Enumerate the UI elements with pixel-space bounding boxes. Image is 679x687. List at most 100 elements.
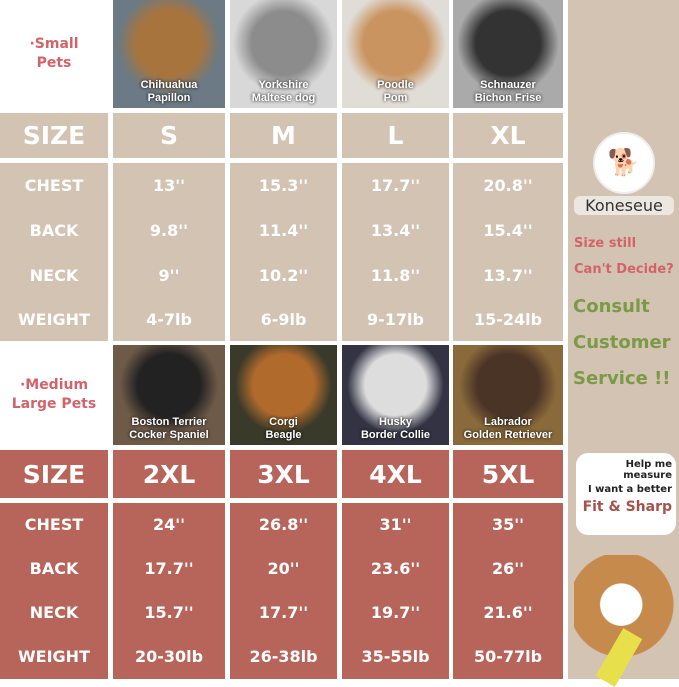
measurement-label: CHEST [24, 176, 84, 195]
breed-name-1: Schnauzer [480, 79, 536, 91]
bubble-line-2: I want a better [587, 484, 672, 495]
measurement-value: 26-38lb [249, 647, 318, 666]
size-header: L [342, 113, 449, 158]
breed-name-2: Border Collie [360, 429, 431, 441]
measurement-value: 15.3'' [258, 176, 309, 195]
size-header: 2XL [113, 450, 225, 498]
size-label: SIZE [0, 113, 108, 158]
breed-name-1: Boston Terrier [131, 416, 207, 428]
measurement-value: 50-77lb [473, 647, 543, 666]
breed-name-2: Papillon [147, 92, 191, 104]
size-label: SIZE [0, 450, 108, 498]
brand-logo: 🐕 [593, 132, 655, 194]
column-block [230, 503, 337, 679]
column-block [453, 503, 563, 679]
measurement-value: 17.7'' [144, 558, 194, 578]
measurement-value: 13.4'' [370, 221, 421, 240]
breed-photo: Yorkshire Maltese dog [230, 0, 337, 108]
consult-line-1: Consult [573, 296, 650, 317]
measurement-value: 10.2'' [258, 266, 309, 285]
breed-name-2: Pom [383, 92, 408, 104]
measurement-value: 11.4'' [258, 221, 309, 240]
measurement-value: 11.8'' [370, 266, 421, 285]
measurement-value: 20-30lb [134, 647, 204, 666]
divider [0, 500, 563, 502]
measurement-value: 4-7lb [146, 310, 192, 329]
measurement-label: WEIGHT [18, 310, 90, 329]
size-header: M [230, 113, 337, 158]
measurement-value: 15-24lb [473, 310, 543, 329]
measurement-label: NECK [29, 602, 79, 622]
measurement-label: BACK [29, 558, 79, 578]
measurement-value: 31'' [379, 515, 412, 534]
measurement-label: BACK [29, 221, 79, 240]
divider [0, 160, 563, 162]
measurement-value: 9-17lb [367, 310, 424, 329]
measurement-value: 9'' [158, 266, 180, 285]
breed-name-1: Chihuahua [140, 79, 198, 91]
breed-name-2: Maltese dog [251, 92, 316, 104]
bubble-line-1: Help me measure [623, 459, 672, 481]
column-block [342, 163, 449, 341]
measurement-value: 17.7'' [258, 602, 309, 622]
sidebar: 🐕 Koneseue Size still Can't Decide? Cons… [568, 0, 679, 687]
breed-name-1: Labrador [484, 416, 532, 428]
measurement-value: 17.7'' [370, 176, 421, 195]
question-line-2: Can't Decide? [574, 262, 674, 277]
breed-name-1: Poodle [377, 79, 414, 91]
measurement-value: 20'' [267, 558, 300, 578]
consult-line-3: Service !! [573, 368, 671, 389]
breed-name-2: Cocker Spaniel [129, 429, 209, 441]
column-block [113, 503, 225, 679]
size-header: 3XL [230, 450, 337, 498]
measurement-value: 13.7'' [483, 266, 533, 285]
measurement-value: 15.4'' [483, 221, 533, 240]
breed-name-2: Beagle [265, 429, 302, 441]
group-label: ·Medium Large Pets [11, 377, 97, 412]
size-header: 4XL [342, 450, 449, 498]
breed-photo: Corgi Beagle [230, 345, 337, 445]
size-header: S [113, 113, 225, 158]
measurement-value: 6-9lb [260, 310, 307, 329]
measurement-value: 35-55lb [361, 647, 430, 666]
measurement-value: 19.7'' [370, 602, 421, 622]
measurement-label: WEIGHT [18, 647, 90, 666]
measurement-value: 20.8'' [483, 176, 533, 195]
measurement-value: 21.6'' [483, 602, 533, 622]
breed-name-2: Golden Retriever [463, 429, 553, 441]
column-block [342, 503, 449, 679]
breed-name-1: Corgi [269, 416, 298, 428]
size-header: XL [453, 113, 563, 158]
measurement-value: 15.7'' [144, 602, 194, 622]
measurement-value: 35'' [491, 515, 525, 534]
breed-name-1: Yorkshire [258, 79, 309, 91]
measurement-value: 23.6'' [370, 558, 421, 578]
speech-bubble: Help me measure I want a better Fit & Sh… [576, 453, 676, 535]
breed-photo: Chihuahua Papillon [113, 0, 225, 108]
breed-name-1: Husky [378, 416, 413, 428]
group-label: ·Small Pets [29, 36, 79, 71]
breed-photo: Labrador Golden Retriever [453, 345, 563, 445]
measurement-value: 24'' [152, 515, 186, 534]
measurement-value: 9.8'' [149, 221, 189, 240]
bubble-line-3: Fit & Sharp [582, 499, 672, 515]
breed-photo: Husky Border Collie [342, 345, 449, 445]
breed-photo: Poodle Pom [342, 0, 449, 108]
measurement-value: 13'' [152, 176, 186, 195]
column-block [0, 163, 108, 341]
breed-photo: Schnauzer Bichon Frise [453, 0, 563, 108]
column-block [230, 163, 337, 341]
brand-name: Koneseue [574, 196, 674, 215]
size-header: 5XL [453, 450, 563, 498]
measurement-value: 26'' [491, 558, 525, 578]
measurement-value: 26.8'' [258, 515, 309, 534]
breed-name-2: Bichon Frise [474, 92, 542, 104]
consult-line-2: Customer [573, 332, 671, 353]
measurement-label: NECK [29, 266, 79, 285]
column-block [0, 503, 108, 679]
measurement-label: CHEST [24, 515, 84, 534]
column-block [113, 163, 225, 341]
question-line-1: Size still [574, 236, 637, 251]
column-block [453, 163, 563, 341]
breed-photo: Boston Terrier Cocker Spaniel [113, 345, 225, 445]
